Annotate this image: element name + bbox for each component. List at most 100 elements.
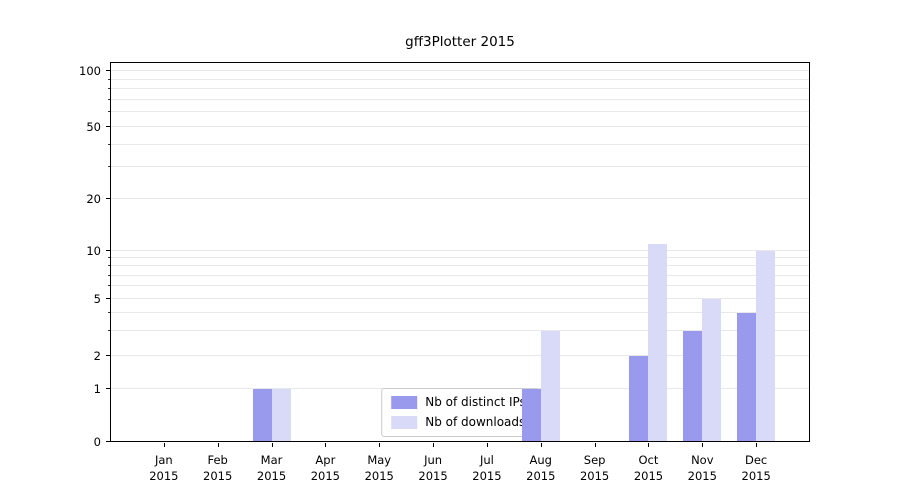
gridline-90 bbox=[110, 78, 810, 80]
x-tick-label-jun: Jun 2015 bbox=[401, 452, 465, 484]
legend-item-distinct-ips: Nb of distinct IPs bbox=[391, 396, 526, 409]
legend: Nb of distinct IPs Nb of downloads bbox=[381, 388, 539, 437]
x-tick-label-jan: Jan 2015 bbox=[132, 452, 196, 484]
legend-swatch-distinct-ips bbox=[391, 396, 418, 409]
y-minor-tick-6 bbox=[108, 285, 110, 287]
bar-downloads-nov bbox=[702, 299, 722, 442]
bars-layer bbox=[110, 62, 810, 442]
chart-title: gff3Plotter 2015 bbox=[405, 34, 515, 50]
month-label: Aug bbox=[529, 453, 552, 467]
gridline-30 bbox=[110, 166, 810, 168]
y-minor-tick-8 bbox=[108, 265, 110, 267]
x-tick-label-may: May 2015 bbox=[347, 452, 411, 484]
year-label: 2015 bbox=[256, 469, 287, 483]
y-tick-label-1: 1 bbox=[93, 382, 101, 397]
gridline-50 bbox=[110, 125, 810, 127]
y-tick-label-10: 10 bbox=[86, 243, 101, 258]
y-minor-tick-90 bbox=[108, 78, 110, 80]
gridline-100 bbox=[110, 70, 810, 72]
x-tick-mark-aug bbox=[540, 443, 542, 447]
x-tick-label-apr: Apr 2015 bbox=[293, 452, 357, 484]
month-label: May bbox=[367, 453, 392, 467]
y-minor-tick-30 bbox=[108, 166, 110, 168]
y-tick-label-0: 0 bbox=[93, 435, 101, 449]
x-tick-label-mar: Mar 2015 bbox=[240, 452, 304, 484]
year-label: 2015 bbox=[741, 469, 771, 483]
y-minor-tick-40 bbox=[108, 143, 110, 145]
y-tick-mark-5 bbox=[106, 298, 110, 300]
year-label: 2015 bbox=[364, 469, 394, 483]
year-label: 2015 bbox=[633, 469, 664, 483]
month-label: Jun bbox=[424, 453, 443, 467]
bar-downloads-oct bbox=[648, 243, 668, 442]
year-label: 2015 bbox=[526, 469, 556, 483]
bar-distinct-ips-aug bbox=[521, 389, 541, 442]
gridline-20 bbox=[110, 198, 810, 200]
gridline-7 bbox=[110, 274, 810, 276]
x-tick-mark-apr bbox=[325, 443, 327, 447]
gridline-2 bbox=[110, 355, 810, 357]
gridline-70 bbox=[110, 98, 810, 100]
gridline-4 bbox=[110, 312, 810, 314]
year-label: 2015 bbox=[149, 469, 179, 483]
x-tick-mark-jan bbox=[163, 443, 165, 447]
month-label: Jul bbox=[479, 453, 494, 467]
gridline-5 bbox=[110, 298, 810, 300]
x-axis: Jan 2015 Feb 2015 Mar 2015 Apr 2015 May 2015 Jun 20… bbox=[110, 442, 810, 497]
y-tick-label-20: 20 bbox=[86, 192, 101, 207]
bar-distinct-ips-nov bbox=[683, 330, 703, 442]
x-tick-mark-may bbox=[379, 443, 381, 447]
bar-downloads-aug bbox=[540, 330, 560, 442]
y-minor-tick-70 bbox=[108, 98, 110, 100]
legend-label-downloads: Nb of downloads bbox=[425, 415, 526, 429]
gridline-9 bbox=[110, 257, 810, 259]
x-tick-mark-jul bbox=[486, 443, 488, 447]
x-tick-mark-dec bbox=[756, 443, 758, 447]
bar-downloads-dec bbox=[756, 250, 776, 442]
y-axis: 100 50 20 10 5 2 1 0 bbox=[0, 62, 110, 449]
legend-item-downloads: Nb of downloads bbox=[391, 416, 526, 429]
x-tick-label-feb: Feb 2015 bbox=[186, 452, 250, 484]
gridline-80 bbox=[110, 88, 810, 90]
bar-distinct-ips-mar bbox=[252, 389, 272, 442]
year-label: 2015 bbox=[579, 469, 610, 483]
year-label: 2015 bbox=[418, 469, 448, 483]
legend-swatch-downloads bbox=[391, 416, 418, 429]
plot-area: Nb of distinct IPs Nb of downloads bbox=[110, 62, 810, 442]
y-tick-label-5: 5 bbox=[93, 292, 101, 307]
x-tick-mark-mar bbox=[271, 443, 273, 447]
y-tick-mark-20 bbox=[106, 198, 110, 200]
month-label: Dec bbox=[745, 453, 768, 467]
y-tick-mark-100 bbox=[106, 70, 110, 72]
y-minor-tick-60 bbox=[108, 111, 110, 113]
month-label: Apr bbox=[315, 453, 336, 467]
gridline-10 bbox=[110, 249, 810, 251]
gridline-40 bbox=[110, 143, 810, 145]
month-label: Sep bbox=[583, 453, 606, 467]
x-tick-label-dec: Dec 2015 bbox=[724, 452, 788, 484]
month-label: Mar bbox=[260, 453, 283, 467]
y-tick-mark-1 bbox=[106, 388, 110, 390]
bar-distinct-ips-dec bbox=[737, 313, 757, 442]
bar-distinct-ips-oct bbox=[629, 356, 649, 442]
y-minor-tick-3 bbox=[108, 329, 110, 331]
year-label: 2015 bbox=[472, 469, 502, 483]
x-tick-label-jul: Jul 2015 bbox=[455, 452, 519, 484]
year-label: 2015 bbox=[310, 469, 341, 483]
bar-downloads-mar bbox=[271, 389, 291, 442]
x-tick-mark-jun bbox=[433, 443, 435, 447]
month-label: Jan bbox=[154, 453, 173, 467]
y-tick-mark-10 bbox=[106, 249, 110, 251]
legend-label-distinct-ips: Nb of distinct IPs bbox=[425, 395, 526, 409]
month-label: Feb bbox=[207, 453, 228, 467]
y-minor-tick-9 bbox=[108, 257, 110, 259]
x-tick-mark-oct bbox=[648, 443, 650, 447]
gridline-6 bbox=[110, 285, 810, 287]
y-tick-mark-2 bbox=[106, 355, 110, 357]
x-tick-label-nov: Nov 2015 bbox=[670, 452, 734, 484]
y-tick-mark-0 bbox=[106, 441, 110, 442]
y-minor-tick-4 bbox=[108, 312, 110, 314]
x-tick-mark-feb bbox=[217, 443, 219, 447]
y-minor-tick-80 bbox=[108, 88, 110, 90]
